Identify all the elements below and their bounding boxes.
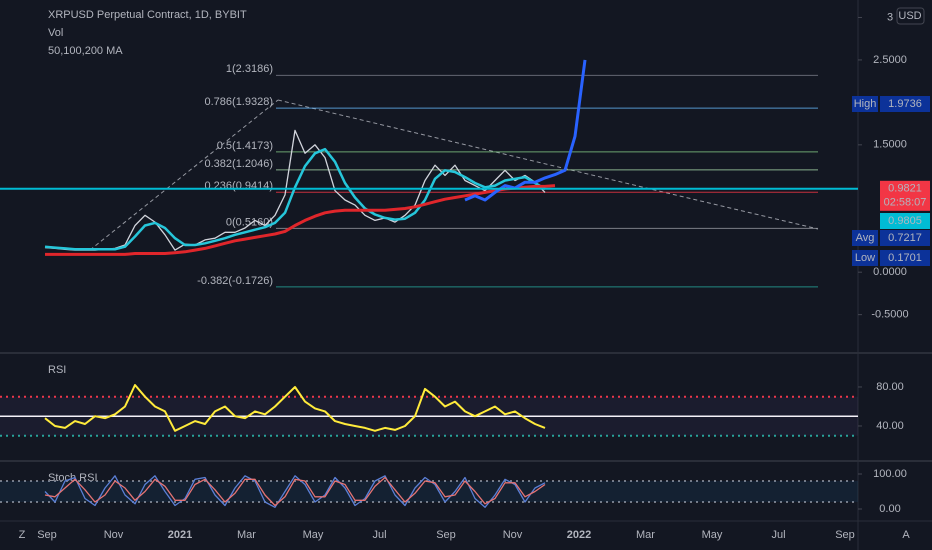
fib-label: 0.236(0.9414) [205, 180, 274, 192]
series-line [44, 476, 546, 507]
last-price: 0.9821 [888, 183, 922, 195]
fib-label: 1(2.3186) [226, 63, 273, 75]
y-tick-label: 0.0000 [873, 266, 907, 278]
y-tick-label: 80.00 [876, 381, 904, 393]
x-tick-label: Jul [771, 529, 785, 541]
series-line [45, 184, 556, 256]
price-badge-label: Avg [856, 232, 875, 244]
rsi-band [0, 396, 858, 436]
x-tick-label: Sep [436, 529, 456, 541]
panel-title: RSI [48, 364, 66, 376]
fib-label: 0.382(1.2046) [205, 158, 274, 170]
currency-box[interactable] [896, 7, 925, 25]
series-line [44, 384, 546, 432]
y-tick-label: 0.00 [879, 503, 900, 515]
fib-label: 0.5(1.4173) [217, 140, 273, 152]
x-tick-label: Nov [104, 529, 124, 541]
indicator-label: 50,100,200 MA [48, 45, 123, 57]
price-badge-label: High [854, 98, 877, 110]
auto-scale[interactable]: A [902, 529, 910, 541]
x-tick-label: May [303, 529, 324, 541]
chart-title: XRPUSD Perpetual Contract, 1D, BYBIT [48, 9, 247, 21]
x-tick-label: Mar [636, 529, 655, 541]
last-price-badge [880, 180, 930, 211]
y-tick-label: 1.5000 [873, 139, 907, 151]
price-badge-value: 1.9736 [888, 98, 922, 110]
price-badge-label-bg [852, 250, 878, 266]
price-badge-label: Low [855, 252, 875, 264]
price-badge [880, 96, 930, 112]
x-tick-label: May [702, 529, 723, 541]
trend-line [89, 99, 279, 251]
countdown: 02:58:07 [884, 197, 927, 209]
fib-label: -0.382(-0.1726) [197, 275, 273, 287]
x-tick-label: Sep [835, 529, 855, 541]
price-badge [880, 250, 930, 266]
x-tick-label: Mar [237, 529, 256, 541]
price-badge-value: 0.1701 [888, 252, 922, 264]
trend-line [277, 99, 819, 230]
stoch-band [0, 481, 858, 503]
y-tick-label: 3 [887, 11, 893, 23]
price-badge-value: 0.9805 [888, 215, 922, 227]
series-line [44, 475, 546, 508]
y-tick-label: 100.00 [873, 468, 907, 480]
fib-label: 0(0.5160) [226, 216, 273, 228]
currency[interactable]: USD [898, 10, 921, 22]
series-line [44, 147, 546, 251]
y-tick-label: 40.00 [876, 420, 904, 432]
price-badge-label-bg [852, 96, 878, 112]
price-badge-label-bg [852, 230, 878, 246]
x-tick-label: Sep [37, 529, 57, 541]
x-tick-label: Nov [503, 529, 523, 541]
series-line [464, 59, 587, 202]
fib-label: 0.786(1.9328) [205, 96, 274, 108]
x-tick-label: 2022 [567, 529, 591, 541]
x-tick-label: 2021 [168, 529, 192, 541]
y-tick-label: -0.5000 [871, 309, 908, 321]
indicator-label: Vol [48, 27, 63, 39]
y-tick-label: 2.5000 [873, 54, 907, 66]
price-badge [880, 230, 930, 246]
zoom-icon[interactable]: Z [19, 529, 26, 541]
price-badge [880, 213, 930, 229]
price-badge-value: 0.7217 [888, 232, 922, 244]
x-tick-label: Jul [372, 529, 386, 541]
